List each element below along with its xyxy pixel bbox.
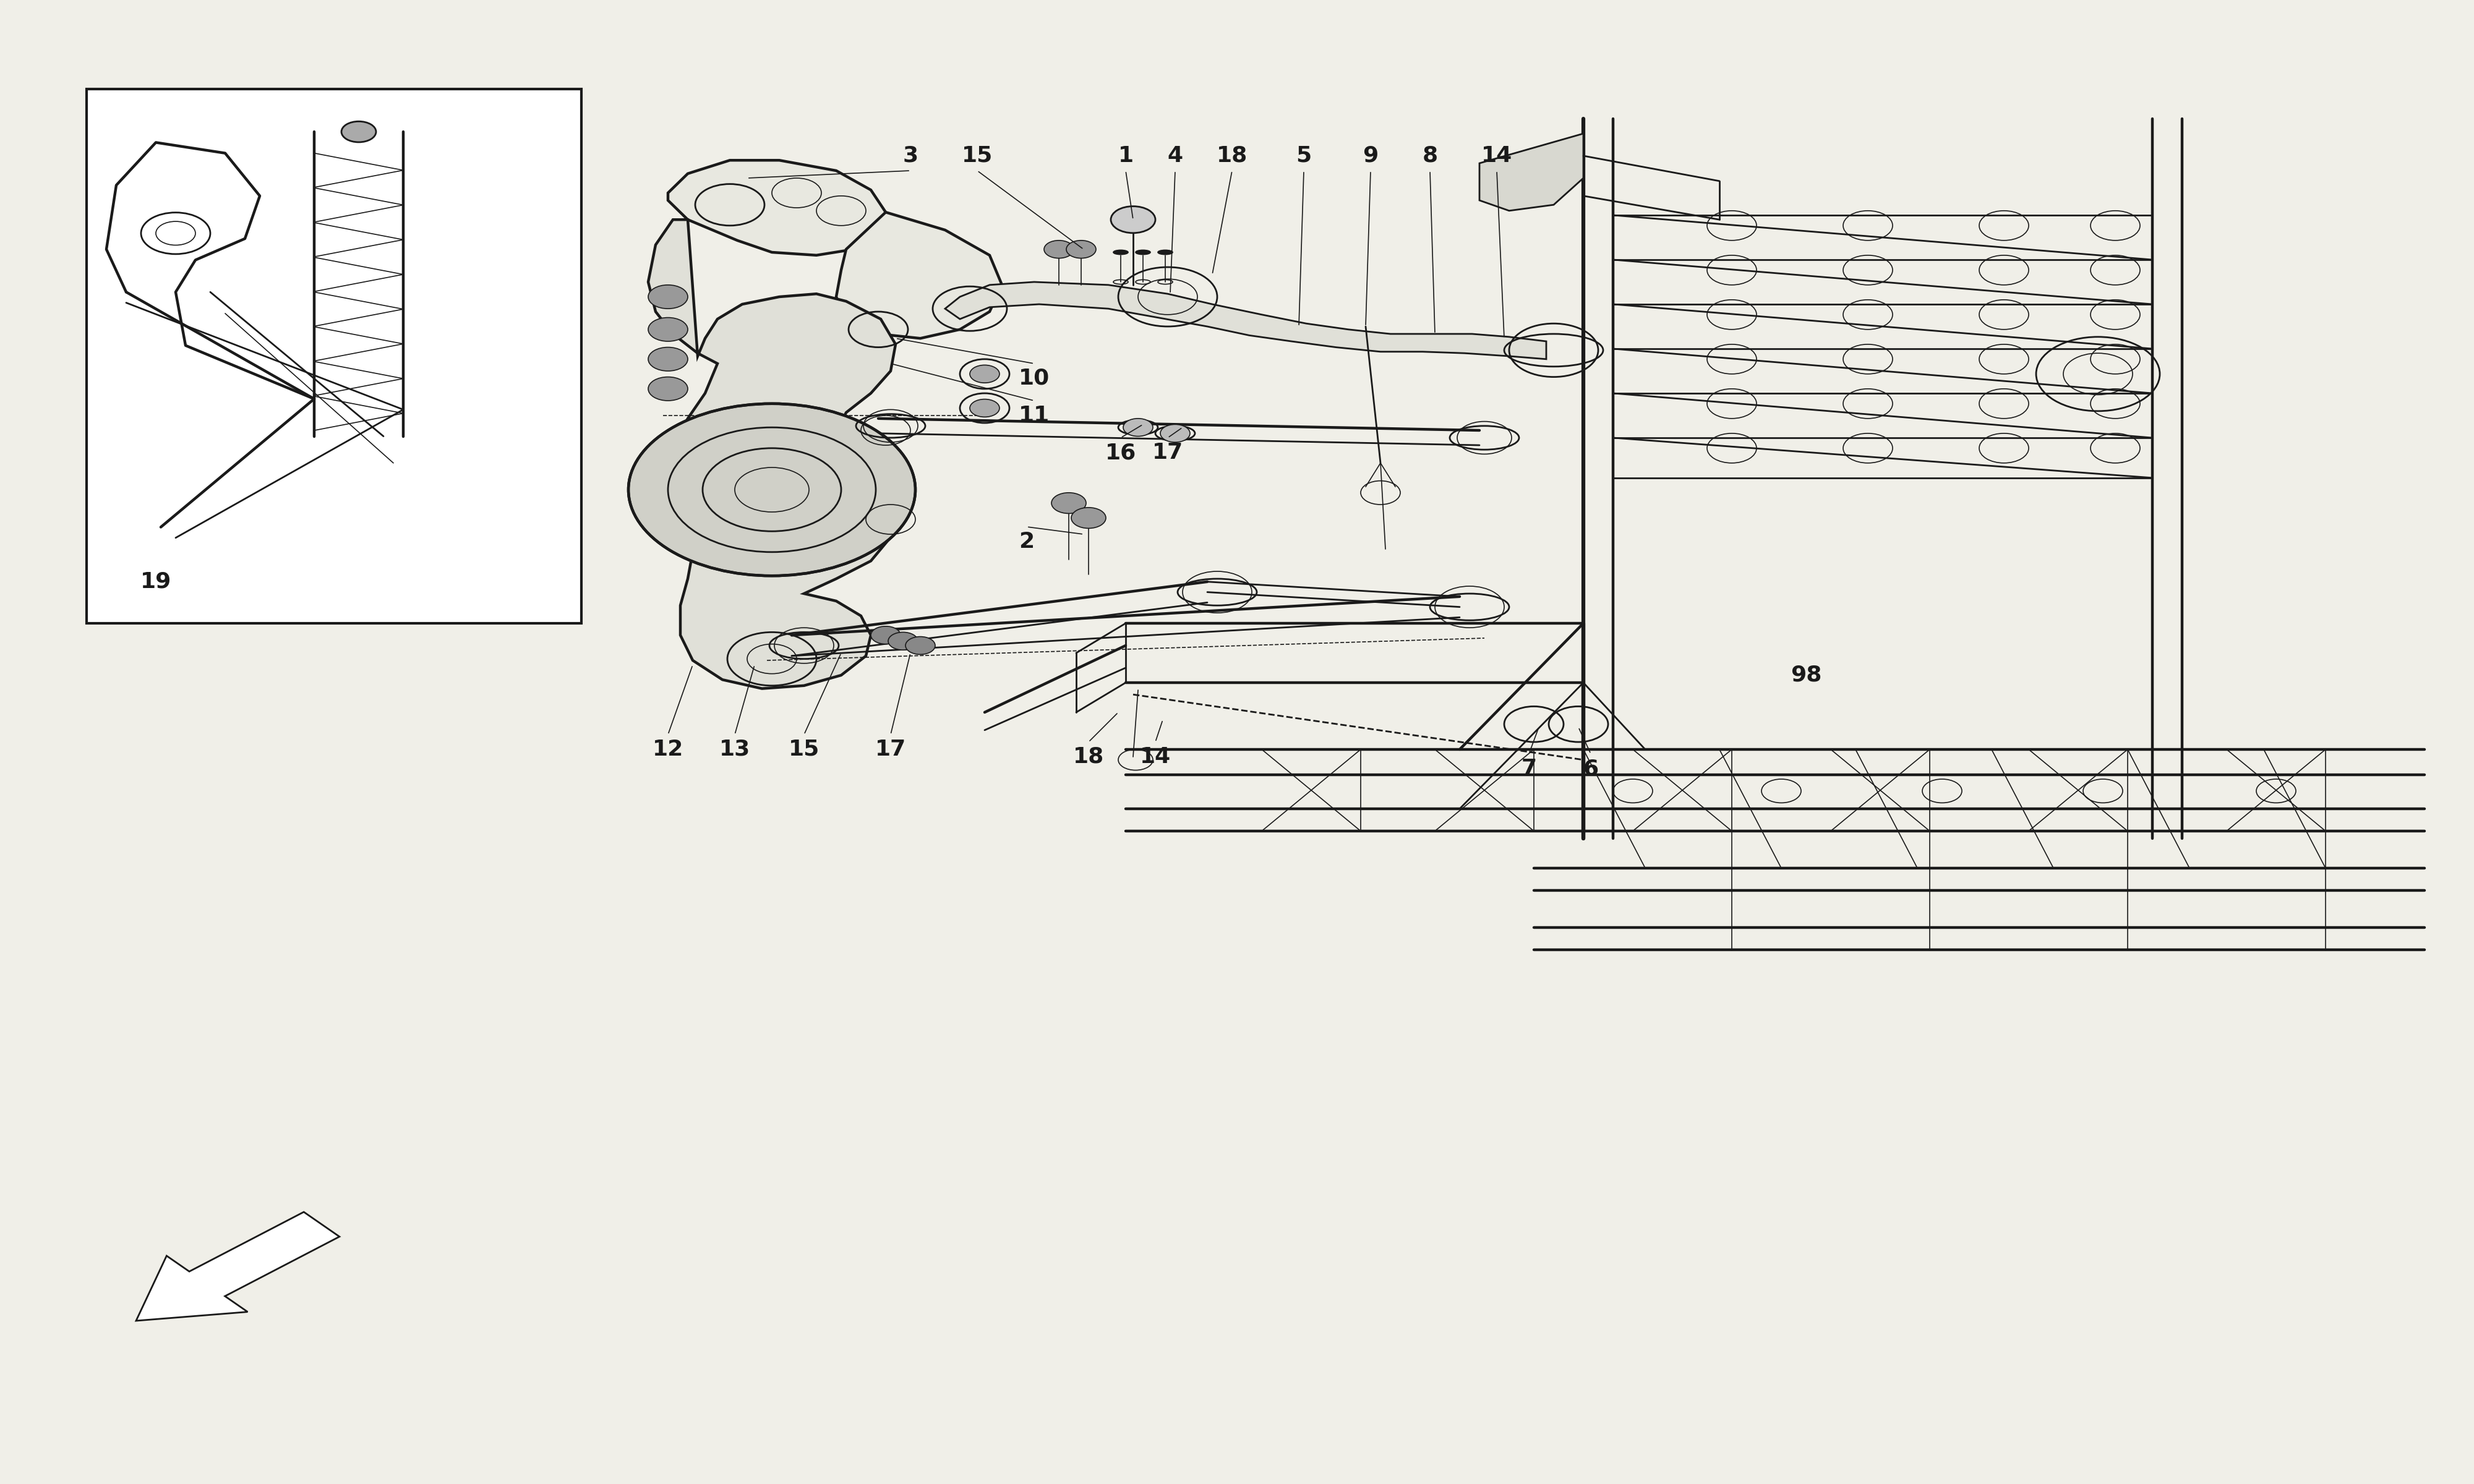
- Circle shape: [1160, 424, 1190, 442]
- Text: 8: 8: [1423, 145, 1437, 166]
- Polygon shape: [668, 160, 886, 255]
- Text: 17: 17: [876, 739, 905, 760]
- Circle shape: [628, 404, 915, 576]
- FancyArrow shape: [136, 1212, 339, 1321]
- Text: 13: 13: [720, 739, 750, 760]
- Circle shape: [1044, 240, 1074, 258]
- Text: 7: 7: [1522, 758, 1536, 779]
- Text: 18: 18: [1217, 145, 1247, 166]
- Text: 15: 15: [789, 739, 819, 760]
- Circle shape: [970, 365, 999, 383]
- Text: 3: 3: [903, 145, 918, 166]
- Circle shape: [970, 399, 999, 417]
- Polygon shape: [1479, 134, 1583, 211]
- Text: 14: 14: [1482, 145, 1512, 166]
- Circle shape: [648, 377, 688, 401]
- Circle shape: [648, 285, 688, 309]
- Text: 2: 2: [1019, 531, 1034, 552]
- Text: 15: 15: [962, 145, 992, 166]
- Ellipse shape: [1113, 249, 1128, 255]
- Circle shape: [648, 318, 688, 341]
- Circle shape: [1111, 206, 1155, 233]
- Circle shape: [1066, 240, 1096, 258]
- Text: 98: 98: [1791, 665, 1821, 686]
- Ellipse shape: [1136, 249, 1150, 255]
- Text: 9: 9: [1363, 145, 1378, 166]
- Text: 19: 19: [141, 571, 171, 592]
- Circle shape: [905, 637, 935, 654]
- Circle shape: [1071, 508, 1106, 528]
- Ellipse shape: [1158, 249, 1173, 255]
- Polygon shape: [836, 212, 1002, 338]
- Circle shape: [648, 347, 688, 371]
- Text: 16: 16: [1106, 442, 1136, 463]
- Text: 18: 18: [1074, 746, 1103, 767]
- Circle shape: [1051, 493, 1086, 513]
- Text: 5: 5: [1296, 145, 1311, 166]
- Text: 11: 11: [1019, 405, 1049, 426]
- Circle shape: [888, 632, 918, 650]
- Text: 6: 6: [1583, 758, 1598, 779]
- Polygon shape: [945, 282, 1546, 359]
- Bar: [87, 89, 581, 623]
- Text: 12: 12: [653, 739, 683, 760]
- Polygon shape: [648, 220, 896, 689]
- Text: 10: 10: [1019, 368, 1049, 389]
- Circle shape: [341, 122, 376, 142]
- Text: 14: 14: [1141, 746, 1170, 767]
- Circle shape: [871, 626, 901, 644]
- Text: 4: 4: [1168, 145, 1183, 166]
- Text: 17: 17: [1153, 442, 1183, 463]
- Circle shape: [1123, 418, 1153, 436]
- Text: 1: 1: [1118, 145, 1133, 166]
